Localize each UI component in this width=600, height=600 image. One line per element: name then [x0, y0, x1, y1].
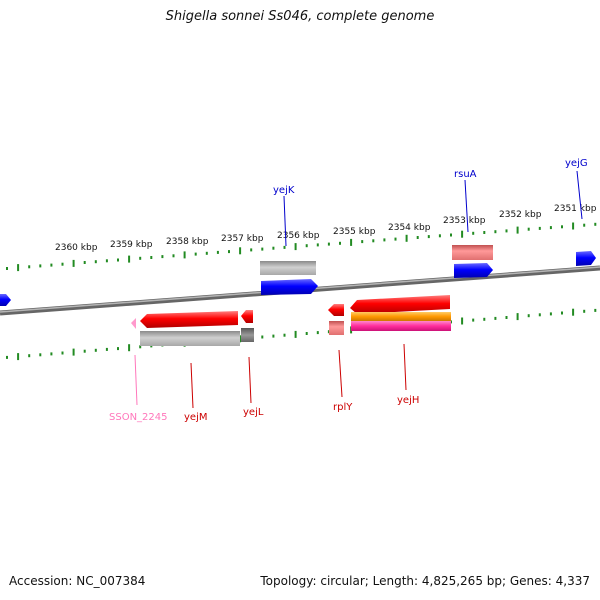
gene-arrow-yejK — [261, 279, 318, 295]
gene-label-rsuA: rsuA — [454, 169, 477, 180]
scale-label: 2356 kbp — [277, 231, 320, 241]
gene-label-yejL: yejL — [243, 407, 264, 418]
feature-block-salmon — [329, 321, 344, 335]
scale-label: 2357 kbp — [221, 234, 264, 244]
scale-label: 2359 kbp — [110, 240, 153, 250]
topology-text: Topology: circular; Length: 4,825,265 bp… — [260, 574, 590, 588]
gene-arrow-yejH — [350, 295, 450, 314]
scale-ticks-inner — [6, 308, 597, 361]
feature-block-orange — [351, 312, 451, 321]
gene-label-yejG: yejG — [565, 158, 588, 169]
feature-block-gray — [140, 331, 240, 346]
scale-label: 2360 kbp — [55, 243, 98, 253]
gene-arrow-yejL — [241, 310, 253, 323]
gene-arrow-yejG — [576, 251, 596, 266]
gene-labels: yejG rsuA yejK SSON_2245 yejM yejL rplY … — [109, 158, 588, 423]
forward-features — [0, 245, 596, 306]
gene-arrow-rplY — [328, 304, 344, 316]
feature-block-darkgray — [241, 328, 254, 342]
gene-label-yejH: yejH — [397, 395, 419, 406]
scale-label: 2351 kbp — [554, 204, 597, 214]
gene-label-rplY: rplY — [333, 402, 353, 413]
gene-arrow-forward — [0, 294, 11, 306]
feature-block-salmon — [452, 245, 493, 260]
gene-arrow-yejM — [140, 311, 238, 328]
scale-label: 2352 kbp — [499, 210, 542, 220]
reverse-features — [131, 295, 451, 346]
gene-arrow-rsuA — [454, 263, 493, 278]
accession-text: Accession: NC_007384 — [9, 574, 146, 588]
scale-ticks-outer — [6, 222, 597, 272]
feature-block-gray — [260, 261, 316, 275]
gene-arrow-SSON_2245 — [131, 318, 136, 329]
scale-label: 2355 kbp — [333, 227, 376, 237]
gene-label-yejK: yejK — [273, 185, 295, 196]
scale-label: 2354 kbp — [388, 223, 431, 233]
scale-label: 2358 kbp — [166, 237, 209, 247]
scale-labels: 2360 kbp 2359 kbp 2358 kbp 2357 kbp 2356… — [55, 204, 597, 253]
gene-label-yejM: yejM — [184, 412, 207, 423]
map-title: Shigella sonnei Ss046, complete genome — [165, 9, 435, 24]
gene-leader-lines — [134, 170, 583, 409]
feature-block-magenta — [351, 321, 451, 331]
scale-label: 2353 kbp — [443, 216, 486, 226]
gene-label-SSON_2245: SSON_2245 — [109, 412, 168, 423]
